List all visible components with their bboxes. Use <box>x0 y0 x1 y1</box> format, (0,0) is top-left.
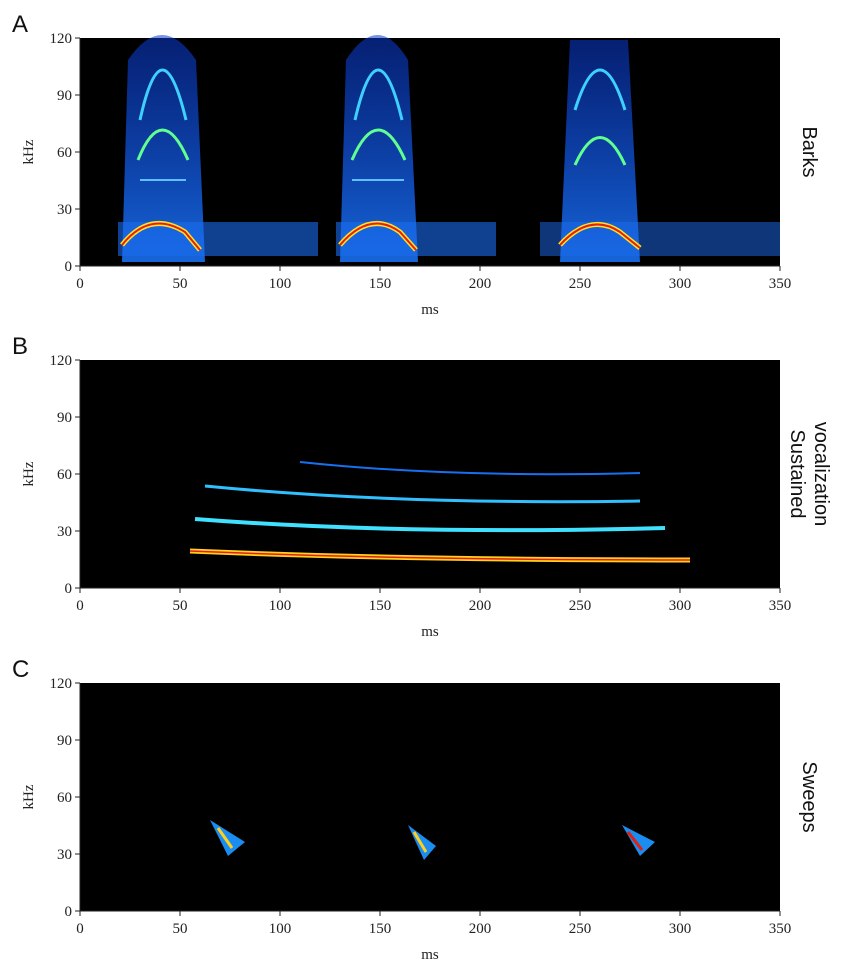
x-tick-label: 250 <box>569 598 592 614</box>
y-tick-label: 60 <box>57 790 72 806</box>
x-tick-label: 350 <box>769 598 792 614</box>
x-tick-label: 200 <box>469 276 492 292</box>
plot-area <box>80 360 780 588</box>
panel-title: Barks <box>798 126 820 177</box>
spectrogram-image <box>118 35 780 262</box>
y-tick-label: 120 <box>50 676 73 692</box>
y-axis-label: kHz <box>21 461 37 486</box>
y-tick-label: 30 <box>57 202 72 218</box>
x-tick-label: 100 <box>269 276 292 292</box>
y-tick-label: 0 <box>65 259 73 275</box>
x-tick-label: 200 <box>469 598 492 614</box>
x-tick-label: 350 <box>769 276 792 292</box>
panel-title: Sustained <box>786 430 808 519</box>
y-tick-label: 90 <box>57 733 72 749</box>
x-tick-label: 250 <box>569 276 592 292</box>
panel-title: vocalization <box>810 422 832 527</box>
panel-letter: A <box>12 11 28 38</box>
x-tick-label: 0 <box>76 276 84 292</box>
panel-letter: B <box>12 333 28 360</box>
x-tick-label: 50 <box>173 598 188 614</box>
x-tick-label: 300 <box>669 598 692 614</box>
panel-title: Sweeps <box>798 761 820 832</box>
x-tick-label: 150 <box>369 276 392 292</box>
plot-area <box>80 683 780 911</box>
x-tick-label: 300 <box>669 921 692 937</box>
spectrogram-image <box>210 820 655 860</box>
x-tick-label: 0 <box>76 921 84 937</box>
y-tick-label: 120 <box>50 353 73 369</box>
y-tick-label: 60 <box>57 467 72 483</box>
y-axis-label: kHz <box>21 784 37 809</box>
x-tick-label: 50 <box>173 276 188 292</box>
y-tick-label: 90 <box>57 410 72 426</box>
x-axis-label: ms <box>421 624 439 640</box>
x-tick-label: 250 <box>569 921 592 937</box>
x-tick-label: 200 <box>469 921 492 937</box>
y-tick-label: 30 <box>57 847 72 863</box>
x-tick-label: 150 <box>369 921 392 937</box>
x-tick-label: 150 <box>369 598 392 614</box>
x-tick-label: 50 <box>173 921 188 937</box>
x-axis-label: ms <box>421 302 439 318</box>
y-axis-label: kHz <box>21 139 37 164</box>
y-tick-label: 0 <box>65 904 73 920</box>
x-tick-label: 300 <box>669 276 692 292</box>
x-axis-label: ms <box>421 947 439 961</box>
y-tick-label: 0 <box>65 581 73 597</box>
y-tick-label: 60 <box>57 145 72 161</box>
y-tick-label: 120 <box>50 31 73 47</box>
y-tick-label: 30 <box>57 524 72 540</box>
x-tick-label: 100 <box>269 598 292 614</box>
x-tick-label: 350 <box>769 921 792 937</box>
x-tick-label: 0 <box>76 598 84 614</box>
x-tick-label: 100 <box>269 921 292 937</box>
spectrogram-image <box>189 461 691 563</box>
panel-letter: C <box>12 656 29 683</box>
y-tick-label: 90 <box>57 88 72 104</box>
